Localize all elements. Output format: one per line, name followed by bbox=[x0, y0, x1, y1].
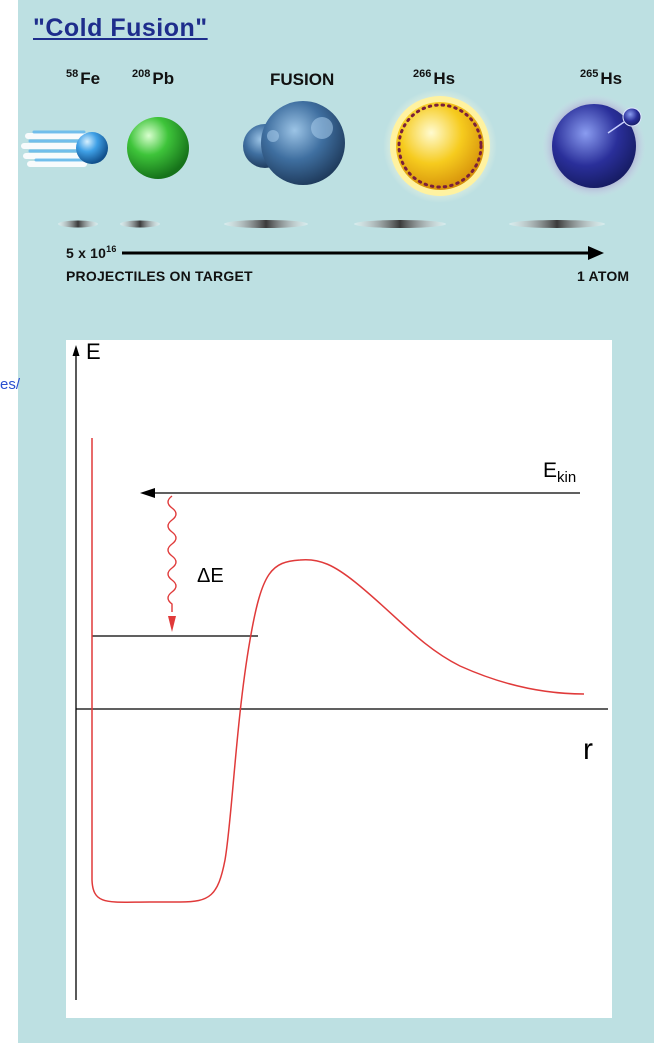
side-link-fragment[interactable]: es/ bbox=[0, 376, 21, 393]
nucleus-label-pb: 208 Pb bbox=[132, 68, 175, 88]
energy-axis-label: E bbox=[86, 339, 101, 364]
emission-wave-icon bbox=[167, 495, 177, 612]
hs266-nucleus-icon bbox=[383, 89, 497, 203]
distance-axis-label: r bbox=[583, 733, 593, 766]
page-title: "Cold Fusion" bbox=[33, 14, 208, 42]
result-caption: 1 ATOM bbox=[577, 268, 630, 284]
kinetic-energy-label: Ekin bbox=[543, 459, 577, 487]
fusion-nucleus-icon bbox=[243, 101, 345, 185]
potential-curve bbox=[91, 438, 585, 903]
projectile-caption: PROJECTILES ON TARGET bbox=[66, 268, 253, 284]
kinetic-energy-arrowhead bbox=[140, 488, 155, 498]
nucleus-label-hs265: 265 Hs bbox=[580, 68, 623, 88]
pb-nucleus-icon bbox=[127, 117, 189, 179]
hs265-nucleus-icon bbox=[542, 94, 646, 198]
nucleus-shadows bbox=[58, 220, 605, 228]
emission-arrowhead bbox=[168, 616, 176, 632]
projectile-count: 5 x 1016 bbox=[66, 244, 117, 261]
nucleus-label-hs266: 266 Hs bbox=[413, 68, 456, 88]
energy-axis-arrowhead bbox=[72, 345, 80, 356]
energy-diagram-background bbox=[66, 340, 612, 1018]
fe-nucleus-icon bbox=[21, 130, 108, 167]
nucleus-label-fe: 58 Fe bbox=[66, 68, 101, 88]
fusion-label: FUSION bbox=[270, 70, 335, 89]
delta-energy-label: ΔE bbox=[197, 565, 224, 587]
projectile-arrow bbox=[122, 246, 604, 260]
